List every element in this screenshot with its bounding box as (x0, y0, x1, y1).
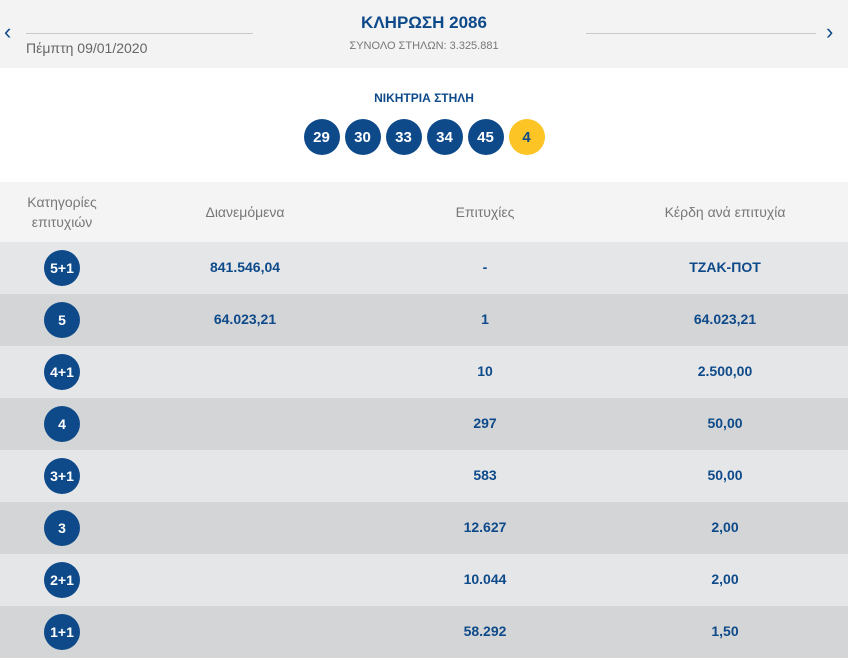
prize-cell: 50,00 (707, 415, 743, 431)
total-columns: ΣΥΝΟΛΟ ΣΤΗΛΩΝ: 3.325.881 (349, 40, 499, 52)
distributed-cell: 64.023,21 (213, 311, 277, 327)
draw-header: ‹ Πέμπτη 09/01/2020 ΚΛΗΡΩΣΗ 2086 ΣΥΝΟΛΟ … (0, 0, 848, 68)
chevron-left-icon[interactable]: ‹ (4, 19, 12, 44)
table-row: 5 64.023,21 1 64.023,21 (0, 294, 848, 346)
category-badge: 4+1 (44, 354, 80, 390)
winners-cell: 10 (477, 363, 493, 379)
bonus-ball: 4 (508, 119, 545, 155)
category-badge: 5+1 (44, 250, 80, 286)
prize-cell: 2.500,00 (697, 363, 753, 379)
divider (26, 33, 253, 34)
winners-cell: 297 (473, 415, 497, 431)
prize-cell: ΤΖΑΚ-ΠΟΤ (689, 259, 761, 275)
draw-title: ΚΛΗΡΩΣΗ 2086 (361, 13, 487, 32)
header-category: Κατηγορίες επιτυχιών (17, 192, 107, 232)
category-badge: 1+1 (44, 614, 80, 650)
category-badge: 3+1 (44, 458, 80, 494)
category-badge: 2+1 (44, 562, 80, 598)
number-ball: 33 (385, 119, 422, 155)
number-ball: 29 (303, 119, 340, 155)
winners-cell: - (482, 259, 488, 275)
table-row: 4+1 10 2.500,00 (0, 346, 848, 398)
table-header: Κατηγορίες επιτυχιών Διανεμόμενα Επιτυχί… (0, 182, 848, 242)
table-row: 1+1 58.292 1,50 (0, 606, 848, 658)
prize-cell: 2,00 (711, 519, 739, 535)
winners-cell: 1 (481, 311, 489, 327)
distributed-cell: 841.546,04 (209, 259, 281, 275)
prize-cell: 1,50 (711, 623, 739, 639)
draw-date: Πέμπτη 09/01/2020 (26, 40, 148, 56)
table-row: 2+1 10.044 2,00 (0, 554, 848, 606)
winners-cell: 12.627 (463, 519, 507, 535)
header-prize: Κέρδη ανά επιτυχία (664, 204, 786, 220)
header-winners: Επιτυχίες (455, 204, 515, 220)
winning-numbers: 29 30 33 34 45 4 (0, 119, 848, 155)
winners-cell: 583 (473, 467, 497, 483)
divider (586, 33, 816, 34)
table-row: 3+1 583 50,00 (0, 450, 848, 502)
category-badge: 4 (44, 406, 80, 442)
header-distributed: Διανεμόμενα (205, 204, 285, 220)
number-ball: 30 (344, 119, 381, 155)
table-row: 5+1 841.546,04 - ΤΖΑΚ-ΠΟΤ (0, 242, 848, 294)
category-badge: 3 (44, 510, 80, 546)
winners-cell: 58.292 (463, 623, 507, 639)
prize-cell: 64.023,21 (693, 311, 757, 327)
table-row: 4 297 50,00 (0, 398, 848, 450)
winners-cell: 10.044 (463, 571, 507, 587)
chevron-right-icon[interactable]: › (826, 19, 834, 44)
prize-cell: 50,00 (707, 467, 743, 483)
number-ball: 34 (426, 119, 463, 155)
table-row: 3 12.627 2,00 (0, 502, 848, 554)
category-badge: 5 (44, 302, 80, 338)
number-ball: 45 (467, 119, 504, 155)
header-category-label: Κατηγορίες επιτυχιών (27, 194, 97, 230)
winning-label: ΝΙΚΗΤΡΙΑ ΣΤΗΛΗ (374, 91, 474, 105)
prize-cell: 2,00 (711, 571, 739, 587)
